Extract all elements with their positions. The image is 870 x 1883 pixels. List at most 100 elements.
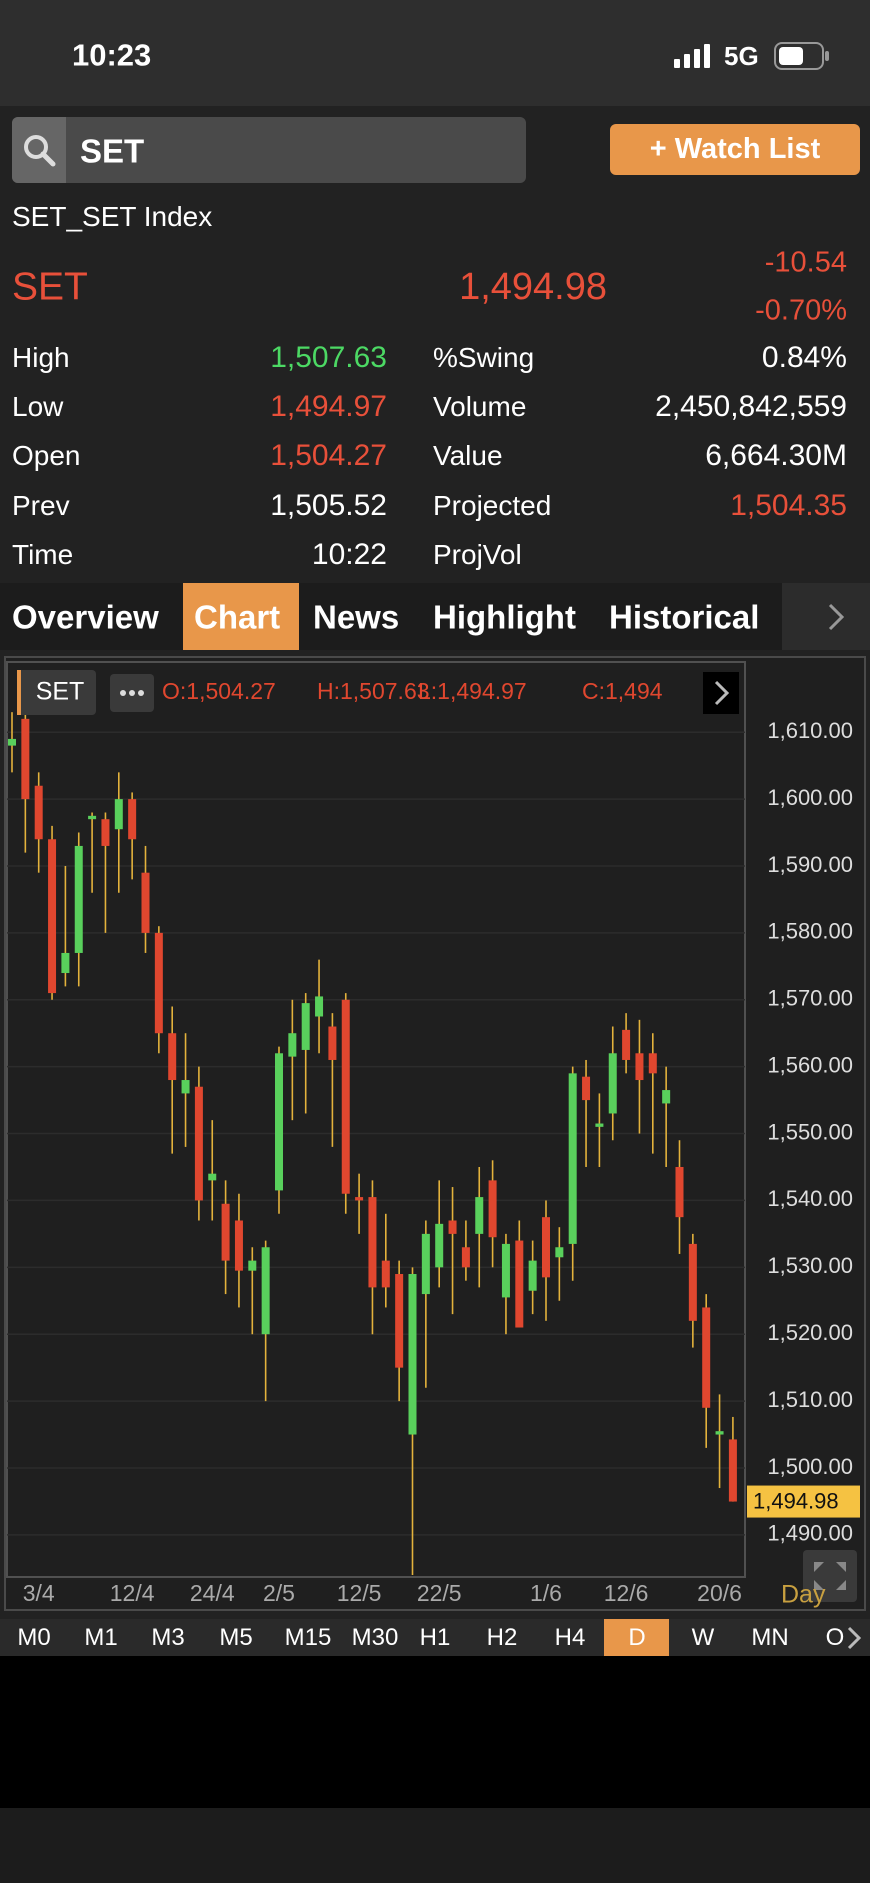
x-tick-label: 12/5 — [337, 1580, 382, 1606]
candle-body — [101, 819, 110, 846]
stat-label: Low — [12, 391, 64, 423]
home-bar — [0, 1808, 870, 1883]
stat-value: 2,450,842,559 — [655, 390, 847, 424]
status-bar — [0, 0, 870, 106]
timeframe[interactable]: H1 — [419, 1624, 451, 1651]
symbol-box — [17, 670, 96, 715]
timeframe[interactable]: M15 — [284, 1624, 332, 1651]
x-tick-label: 24/4 — [190, 1580, 235, 1606]
x-tick-label: 22/5 — [417, 1580, 462, 1606]
candle-body — [568, 1073, 577, 1244]
candle-body — [448, 1220, 457, 1234]
candle-body — [555, 1247, 564, 1258]
search-box[interactable] — [12, 117, 526, 183]
y-tick-label: 1,490.00 — [767, 1521, 853, 1546]
x-tick-label: 1/6 — [530, 1580, 562, 1606]
watch-list-button[interactable]: + Watch List — [610, 124, 860, 175]
candle-body — [622, 1029, 631, 1060]
stat-value: 1,505.52 — [270, 488, 387, 522]
header-arrow-box — [703, 672, 739, 714]
y-tick-label: 1,570.00 — [767, 986, 853, 1011]
timeframe[interactable]: H4 — [554, 1624, 586, 1651]
candle-body — [61, 952, 70, 974]
stat-value: 1,494.97 — [270, 390, 387, 424]
tab[interactable]: Chart — [194, 598, 281, 636]
quote-change: -10.54 — [764, 246, 847, 279]
timeframe[interactable]: M0 — [17, 1624, 51, 1651]
candle-body — [688, 1243, 697, 1321]
signal-icon — [674, 44, 710, 68]
candle-body — [48, 839, 57, 994]
quote-price: 1,494.98 — [459, 266, 607, 308]
y-tick-label: 1,610.00 — [767, 718, 853, 743]
candle-body — [275, 1053, 283, 1191]
timeframe[interactable]: M5 — [219, 1624, 253, 1651]
menu-dot — [129, 690, 135, 696]
timeframe[interactable]: M3 — [151, 1624, 185, 1651]
tab[interactable]: Highlight — [433, 598, 576, 636]
tab-arrow-icon — [828, 603, 845, 631]
candle-body — [635, 1053, 644, 1081]
y-tick-label: 1,550.00 — [767, 1119, 853, 1144]
search-icon — [24, 135, 56, 167]
candle-body — [595, 1123, 604, 1127]
stat-value: 6,664.30M — [705, 439, 847, 473]
tab-scroll-arrow[interactable] — [782, 583, 870, 650]
tab[interactable]: Historical — [609, 598, 760, 636]
candle-body — [8, 738, 16, 746]
candle-body — [421, 1233, 430, 1295]
timeframe-active-bg — [604, 1619, 669, 1656]
candle-body — [248, 1260, 257, 1271]
status-time: 10:23 — [72, 37, 152, 73]
candle-body — [234, 1220, 243, 1271]
y-tick-label: 1,540.00 — [767, 1186, 853, 1211]
timeframe[interactable]: M30 — [351, 1624, 399, 1651]
timeframe[interactable]: MN — [751, 1624, 789, 1651]
candle-body — [168, 1033, 177, 1081]
timeframe[interactable]: M1 — [84, 1624, 118, 1651]
candle-body — [501, 1243, 510, 1298]
stat-label: %Swing — [433, 342, 535, 373]
candle-body — [368, 1197, 377, 1288]
search-icon-box — [12, 117, 66, 183]
y-tick-label: 1,510.00 — [767, 1387, 853, 1412]
stat-label: Prev — [12, 489, 70, 521]
y-tick-label: 1,590.00 — [767, 852, 853, 877]
candle-body — [114, 799, 123, 830]
tab[interactable]: News — [313, 598, 400, 636]
timeframe[interactable]: O — [825, 1624, 845, 1651]
y-tick-label: 1,500.00 — [767, 1454, 853, 1479]
y-tick-label: 1,580.00 — [767, 919, 853, 944]
stat-value: 1,507.63 — [270, 341, 387, 374]
candle-body — [34, 785, 43, 840]
tab[interactable]: Overview — [12, 598, 159, 636]
search-query: SET — [80, 132, 145, 170]
stat-value: 1,504.27 — [270, 439, 387, 473]
tab-active-bg — [183, 583, 299, 650]
candle-body — [408, 1274, 417, 1435]
candle-body — [528, 1260, 537, 1291]
menu-dot — [138, 690, 144, 696]
stat-label: Projected — [433, 489, 552, 521]
timeframe[interactable]: D — [628, 1624, 646, 1651]
ohlc-text: C:1,494 — [582, 678, 663, 704]
timeframe-arrow-icon — [847, 1626, 862, 1650]
period-label: Day — [781, 1581, 826, 1609]
candle-body — [608, 1053, 617, 1114]
timeframe[interactable]: H2 — [486, 1624, 518, 1651]
candle-body — [702, 1307, 711, 1408]
candle-body — [301, 1003, 310, 1050]
candle-body — [181, 1080, 190, 1094]
expand-icon — [814, 1562, 846, 1590]
stat-label: High — [12, 342, 70, 373]
y-tick-label: 1,530.00 — [767, 1253, 853, 1278]
candle-body — [395, 1274, 404, 1368]
candle-body — [662, 1090, 671, 1104]
candle-body — [21, 718, 30, 800]
candle-body — [648, 1053, 657, 1074]
candle-body — [88, 815, 97, 820]
candle-body — [74, 845, 83, 953]
stat-value: 0.84% — [761, 341, 847, 374]
timeframe[interactable]: W — [691, 1624, 715, 1651]
quote-symbol: SET — [12, 265, 88, 309]
